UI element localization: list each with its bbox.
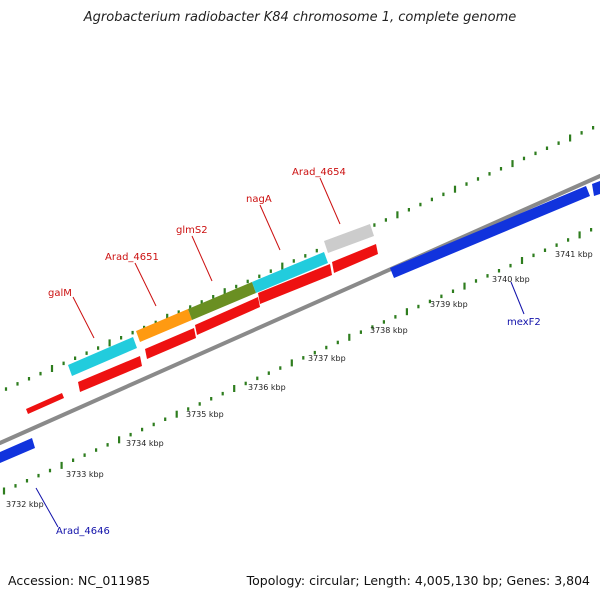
scale-label-3732: 3732 kbp: [6, 500, 44, 509]
gene-box-galM[interactable]: [68, 337, 137, 376]
gene-arrow[interactable]: [26, 393, 64, 414]
scale-label-3741: 3741 kbp: [555, 250, 593, 259]
scale-label-3736: 3736 kbp: [248, 383, 286, 392]
scale-label-3738: 3738 kbp: [370, 326, 408, 335]
gene-arrow[interactable]: [145, 328, 196, 359]
chromosome-backbone: [0, 174, 600, 445]
scale-label-3735: 3735 kbp: [186, 410, 224, 419]
gene-label-galM[interactable]: galM: [48, 288, 72, 299]
gene-box-glmS2[interactable]: [188, 282, 256, 320]
gene-box-Arad_4654[interactable]: [324, 224, 374, 253]
inner-tick-row: [2, 228, 593, 495]
gene-label-Arad_4654[interactable]: Arad_4654: [292, 167, 346, 178]
scale-label-3733: 3733 kbp: [66, 470, 104, 479]
scale-label-3737: 3737 kbp: [308, 354, 346, 363]
label-leaders: [35, 177, 525, 528]
gene-arrow[interactable]: [78, 356, 142, 392]
topology-text: Topology: circular; Length: 4,005,130 bp…: [246, 573, 590, 588]
gene-labels: galM Arad_4651 glmS2 nagA Arad_4654 mexF…: [48, 167, 541, 537]
gene-label-glmS2[interactable]: glmS2: [176, 225, 208, 236]
gene-label-nagA[interactable]: nagA: [246, 194, 272, 205]
gene-arrow[interactable]: [332, 244, 378, 273]
gene-arrow[interactable]: [195, 297, 260, 335]
gene-arrow[interactable]: [258, 264, 332, 304]
gene-box-nagA[interactable]: [252, 252, 328, 293]
scale-labels: 3732 kbp 3733 kbp 3734 kbp 3735 kbp 3736…: [6, 250, 593, 509]
gene-label-mexF2[interactable]: mexF2: [507, 317, 541, 328]
gene-arrow-mexF2[interactable]: [390, 186, 590, 278]
gene-arrow[interactable]: [592, 181, 600, 196]
outer-tick-row: [4, 126, 595, 391]
scale-label-3734: 3734 kbp: [126, 439, 164, 448]
gene-label-Arad_4646[interactable]: Arad_4646: [56, 526, 110, 537]
gene-box-Arad_4651[interactable]: [136, 309, 192, 342]
gene-arrow[interactable]: [0, 438, 35, 463]
accession-text: Accession: NC_011985: [8, 573, 151, 588]
scale-label-3739: 3739 kbp: [430, 300, 468, 309]
forward-strand-genes: [68, 224, 374, 376]
reverse-strand-genes: [0, 181, 600, 463]
map-title: Agrobacterium radiobacter K84 chromosome…: [83, 10, 517, 25]
scale-label-3740: 3740 kbp: [492, 275, 530, 284]
gene-label-Arad_4651[interactable]: Arad_4651: [105, 252, 159, 263]
